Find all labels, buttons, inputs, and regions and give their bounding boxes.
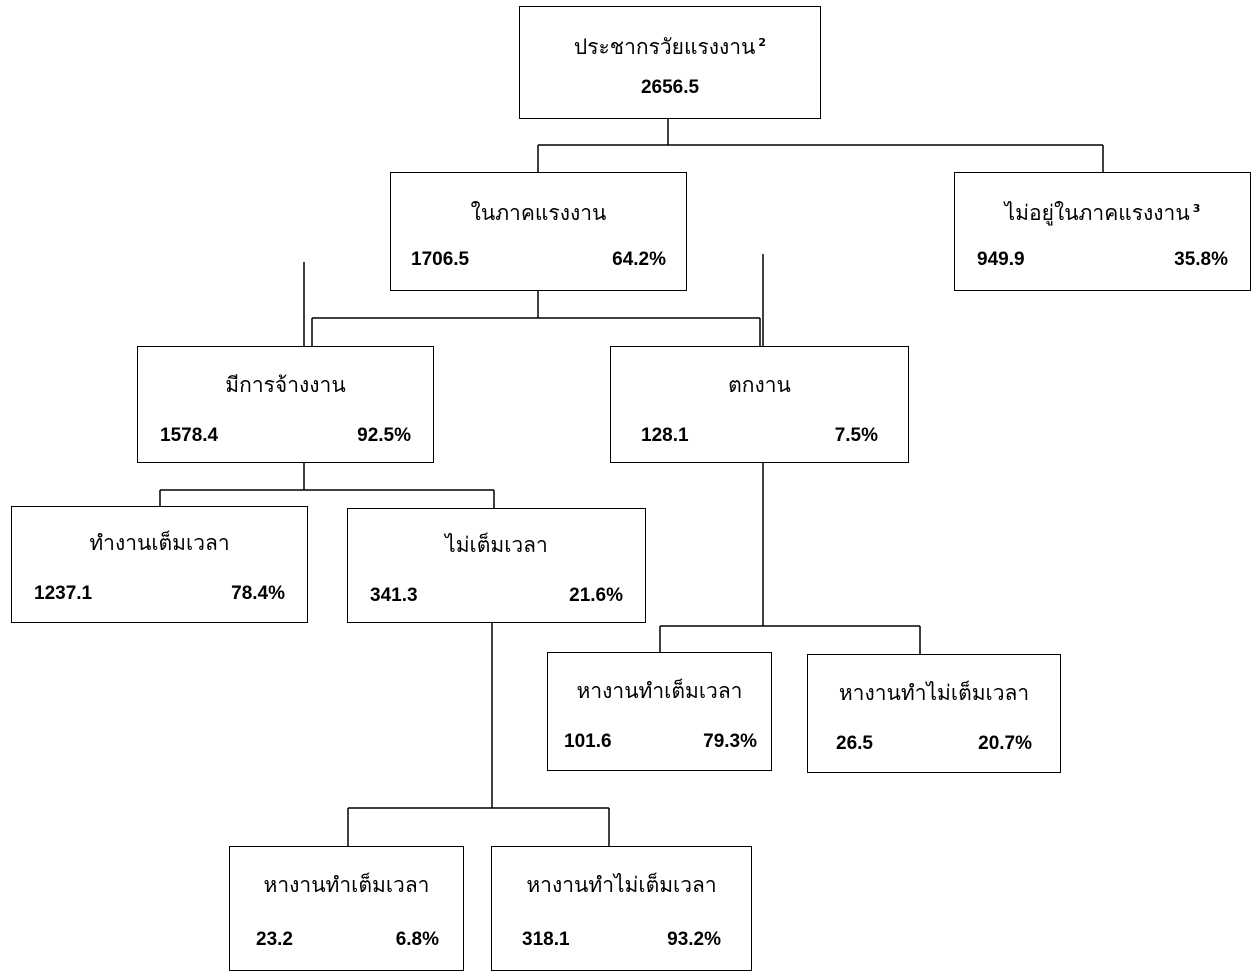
full-time-percent: 78.4% (231, 583, 285, 604)
labor-force-title: ในภาคแรงงาน (470, 201, 607, 225)
not-in-labor-force-title: ไม่อยู่ในภาคแรงงาน (1004, 201, 1190, 225)
unemployed-seek-part-title: หางานทำไม่เต็มเวลา (838, 681, 1030, 705)
employed-value: 1578.4 (160, 425, 219, 446)
labor-force-value: 1706.5 (411, 249, 470, 270)
unemployed-seek-full-percent: 79.3% (703, 731, 757, 752)
employed-percent: 92.5% (357, 425, 411, 446)
part-time-seek-full-node: หางานทำเต็มเวลา 23.2 6.8% (229, 846, 464, 971)
part-time-value: 341.3 (370, 585, 418, 606)
root-node: ประชากรวัยแรงงาน 2 2656.5 (519, 6, 821, 119)
part-time-seek-part-percent: 93.2% (667, 929, 721, 950)
part-time-seek-part-value: 318.1 (522, 929, 570, 950)
part-time-seek-part-title: หางานทำไม่เต็มเวลา (526, 873, 717, 897)
root-title-line: ประชากรวัยแรงงาน 2 (520, 31, 820, 64)
labor-force-percent: 64.2% (612, 249, 666, 270)
not-in-labor-force-percent: 35.8% (1174, 249, 1228, 270)
unemployed-seek-part-value: 26.5 (836, 733, 873, 754)
part-time-title: ไม่เต็มเวลา (445, 533, 548, 557)
part-time-seek-full-percent: 6.8% (395, 929, 439, 950)
unemployed-percent: 7.5% (834, 425, 878, 446)
full-time-node: ทำงานเต็มเวลา 1237.1 78.4% (11, 506, 308, 623)
unemployed-seek-full-value: 101.6 (564, 731, 612, 752)
root-value: 2656.5 (640, 77, 700, 98)
part-time-percent: 21.6% (569, 585, 623, 606)
employed-node: มีการจ้างงาน 1578.4 92.5% (137, 346, 434, 463)
employed-title: มีการจ้างงาน (225, 373, 346, 397)
unemployed-value: 128.1 (641, 425, 689, 446)
unemployed-node: ตกงาน 128.1 7.5% (610, 346, 909, 463)
part-time-seek-full-title: หางานทำเต็มเวลา (263, 873, 430, 897)
root-footnote: 2 (758, 36, 767, 49)
not-in-labor-force-title-line: ไม่อยู่ในภาคแรงงาน 3 (955, 197, 1250, 230)
unemployed-seek-full-node: หางานทำเต็มเวลา 101.6 79.3% (547, 652, 772, 771)
labor-force-node: ในภาคแรงงาน 1706.5 64.2% (390, 172, 687, 291)
part-time-seek-full-value: 23.2 (256, 929, 293, 950)
not-in-labor-force-value: 949.9 (977, 249, 1025, 270)
full-time-value: 1237.1 (34, 583, 93, 604)
unemployed-seek-full-title: หางานทำเต็มเวลา (576, 679, 743, 703)
unemployed-title: ตกงาน (728, 373, 791, 397)
unemployed-seek-part-percent: 20.7% (978, 733, 1032, 754)
unemployed-seek-part-node: หางานทำไม่เต็มเวลา 26.5 20.7% (807, 654, 1061, 773)
part-time-seek-part-node: หางานทำไม่เต็มเวลา 318.1 93.2% (491, 846, 752, 971)
part-time-node: ไม่เต็มเวลา 341.3 21.6% (347, 508, 646, 623)
root-title: ประชากรวัยแรงงาน (573, 35, 756, 59)
not-in-labor-force-footnote: 3 (1192, 202, 1201, 215)
not-in-labor-force-node: ไม่อยู่ในภาคแรงงาน 3 949.9 35.8% (954, 172, 1251, 291)
full-time-title: ทำงานเต็มเวลา (89, 531, 230, 555)
